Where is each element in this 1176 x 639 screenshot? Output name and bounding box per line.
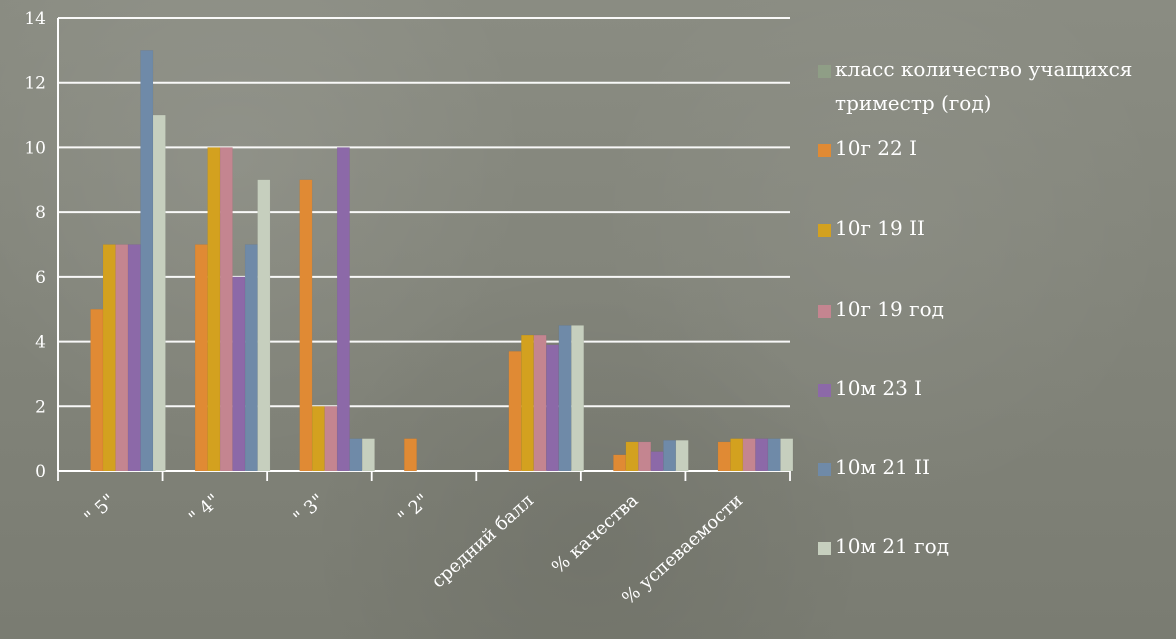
bar [194,244,208,472]
y-tick-label: 4 [35,333,46,353]
legend-label: 10м 21 II [835,455,930,479]
x-category-label: " 3" [290,490,329,528]
legend-label: 10м 23 I [835,376,922,400]
legend-swatch [818,463,831,476]
bar [361,438,375,472]
bar [730,438,744,472]
bar [115,244,129,472]
bar [533,334,547,472]
bar [767,438,781,472]
legend-label: 10м 21 год [835,534,949,558]
y-tick-label: 12 [24,74,46,94]
legend-swatch [818,305,831,318]
legend-label: класс количество учащихся [835,57,1132,81]
bar [90,309,104,472]
bar [232,276,246,472]
x-category-label: " 4" [185,490,224,528]
x-category-label: " 5" [81,490,120,528]
legend-label: 10г 19 год [835,297,944,321]
bar [219,147,233,472]
bar [152,114,166,472]
bar [755,438,769,472]
bar [311,406,325,472]
bar [546,344,559,472]
x-category-label: " 2" [394,490,433,528]
bar [508,351,522,472]
bar [613,454,627,472]
y-tick-label: 10 [24,138,46,158]
bar [102,244,116,472]
bar [571,325,584,472]
legend-swatch [818,384,831,397]
legend-swatch [818,65,831,78]
y-tick-label: 2 [35,397,46,417]
legend-swatch [818,224,831,237]
x-category-label: средний балл [428,490,538,592]
bar [521,334,534,472]
legend-swatch [818,144,831,157]
y-tick-label: 6 [35,268,46,288]
bar [650,451,664,472]
legend-label: 10г 22 I [835,136,917,160]
bar [638,441,652,472]
bar [349,438,363,472]
bar [717,441,731,472]
y-tick-label: 0 [35,462,46,482]
bar [299,179,313,472]
legend-swatch [818,542,831,555]
bar [336,147,350,472]
bar [780,438,794,472]
bar [625,441,639,472]
bar [244,244,258,472]
legend-label: триместр (год) [835,91,991,115]
bar [404,438,417,472]
bar [140,50,154,472]
bar [324,406,338,472]
bar [675,440,689,472]
bar [207,147,221,472]
legend-label: 10г 19 II [835,216,925,240]
y-tick-label: 8 [35,203,46,223]
x-category-label: % качества [548,490,643,578]
y-tick-label: 14 [24,9,46,29]
bar [257,179,271,472]
bar [127,244,141,472]
bar [742,438,756,472]
bar [663,440,677,472]
bar [558,325,572,472]
